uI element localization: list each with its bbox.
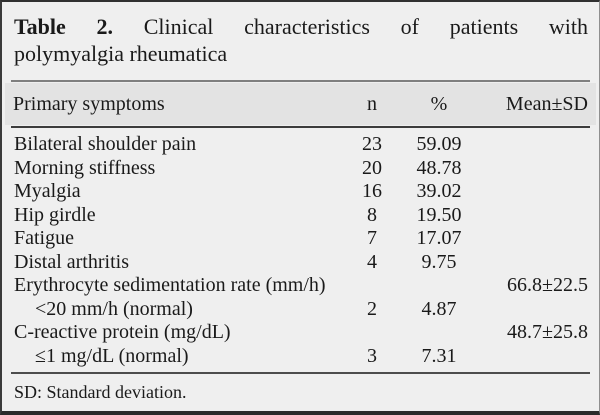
mean-sd-cell: 48.7±25.8 [507,321,588,343]
table-row: Erythrocyte sedimentation rate (mm/h) 66.… [14,274,588,298]
table-row: Bilateral shoulder pain 23 59.09 [14,133,588,157]
percent-cell: 7.31 [421,344,457,367]
n-cell: 4 [367,250,377,273]
table-row: Fatigue 7 17.07 [14,227,588,251]
percent-cell: 48.78 [416,156,462,179]
symptom-cell: C-reactive protein (mg/dL) [14,321,231,343]
symptom-cell: ≤1 mg/dL (normal) [35,344,189,367]
symptom-cell: Distal arthritis [14,250,129,273]
table-row: Myalgia 16 39.02 [14,180,588,204]
rule-under-caption [11,80,590,82]
table-label: Table 2. [14,14,113,39]
column-header-mean-sd: Mean±SD [505,93,588,115]
symptom-cell: <20 mm/h (normal) [35,297,193,320]
symptom-cell: Bilateral shoulder pain [14,133,197,155]
percent-cell: 9.75 [421,250,457,273]
rule-under-header [11,126,590,128]
table-row: Hip girdle 8 19.50 [14,204,588,228]
n-cell: 16 [362,180,382,202]
caption-line-1: Table 2. Clinical characteristics of pat… [14,13,588,40]
n-cell: 20 [362,156,382,179]
column-header-percent: % [430,93,448,115]
mean-sd-cell: 66.8±22.5 [507,274,588,296]
column-header-primary-symptoms: Primary symptoms [13,93,165,115]
caption-text-line1: Clinical characteristics of patients wit… [143,14,588,39]
percent-cell: 17.07 [416,227,462,249]
symptom-cell: Myalgia [14,180,81,202]
table-header-row: Primary symptoms n % Mean±SD [5,83,596,125]
table-row: Morning stiffness 20 48.78 [14,157,588,181]
n-cell: 3 [367,344,377,367]
n-cell: 23 [362,133,382,155]
n-cell: 7 [367,227,377,249]
n-cell: 8 [367,203,377,226]
caption-text-line2: polymyalgia rheumatica [14,41,228,66]
table-row: ≤1 mg/dL (normal) 3 7.31 [14,345,588,369]
symptom-cell: Morning stiffness [14,156,156,179]
symptom-cell: Erythrocyte sedimentation rate (mm/h) [14,274,326,296]
percent-cell: 19.50 [416,203,462,226]
table-row: Distal arthritis 4 9.75 [14,251,588,275]
rule-above-footnote [11,372,590,374]
table-row: C-reactive protein (mg/dL) 48.7±25.8 [14,321,588,345]
table-body: Bilateral shoulder pain 23 59.09 Morning st… [2,128,599,372]
table-caption: Table 2. Clinical characteristics of pat… [14,13,588,67]
symptom-cell: Fatigue [14,227,74,249]
table-footnote: SD: Standard deviation. [14,381,187,402]
percent-cell: 39.02 [416,180,462,202]
percent-cell: 59.09 [416,133,462,155]
n-cell: 2 [367,297,377,320]
symptom-cell: Hip girdle [14,203,96,226]
table-row: <20 mm/h (normal) 2 4.87 [14,298,588,322]
percent-cell: 4.87 [421,297,457,320]
column-header-n: n [367,93,377,115]
